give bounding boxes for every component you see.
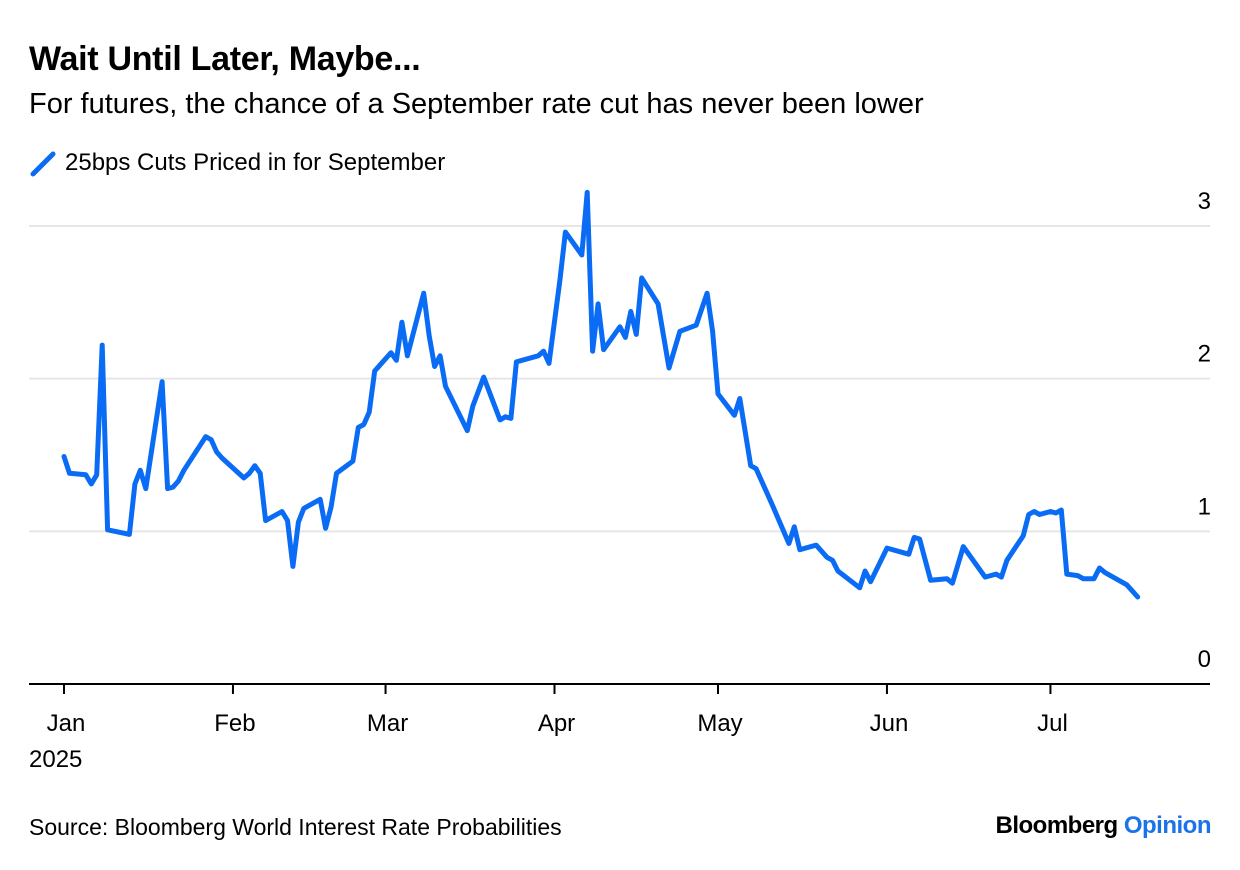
- y-tick-label: 0: [1198, 646, 1211, 673]
- legend: 25bps Cuts Priced in for September: [29, 148, 445, 178]
- brand-main: Bloomberg: [995, 812, 1119, 839]
- x-tick-label: Apr: [538, 710, 575, 737]
- gridlines: [29, 225, 1210, 533]
- x-tick-label: Jul: [1037, 710, 1068, 737]
- chart-title: Wait Until Later, Maybe...: [29, 40, 421, 78]
- legend-label: 25bps Cuts Priced in for September: [65, 149, 446, 176]
- chart-subtitle: For futures, the chance of a September r…: [29, 88, 924, 120]
- brand-logo: Bloomberg Opinion: [996, 812, 1212, 840]
- y-tick-label: 3: [1198, 188, 1211, 215]
- source-note: Source: Bloomberg World Interest Rate Pr…: [29, 814, 562, 840]
- x-year-label: 2025: [29, 746, 82, 773]
- series-line-0: [61, 189, 1141, 600]
- legend-swatch-icon: [30, 151, 56, 177]
- brand-accent: Opinion: [1123, 812, 1212, 839]
- x-tick-label: Jun: [870, 710, 909, 737]
- x-axis: Jan Feb Mar Apr May Jun Jul 2025: [29, 683, 1210, 773]
- x-tick-label: May: [697, 710, 742, 737]
- y-tick-label: 1: [1198, 493, 1211, 520]
- x-tick-label: Feb: [214, 710, 255, 737]
- x-tick-label: Jan: [47, 710, 86, 737]
- y-tick-label: 2: [1198, 341, 1211, 368]
- y-axis-ticks: 0 1 2 3: [1198, 188, 1211, 673]
- series-group: [61, 189, 1141, 600]
- x-tick-label: Mar: [367, 710, 408, 737]
